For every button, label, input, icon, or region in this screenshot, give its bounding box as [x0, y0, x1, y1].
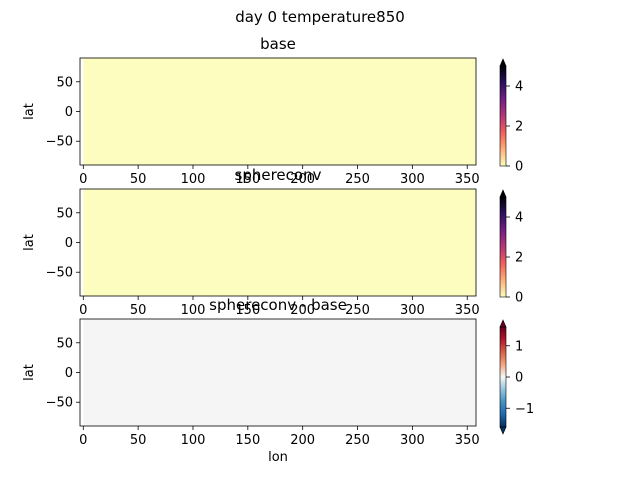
subplot-title: sphereconv - base: [209, 296, 347, 314]
x-tick-label: 350: [455, 172, 480, 187]
y-tick-label: −50: [46, 266, 73, 281]
colorbar-tick-label: 4: [515, 80, 523, 95]
y-tick-label: 50: [56, 206, 73, 221]
colorbar: [500, 197, 506, 297]
subplot-2: 0 50 100 150 200 250 300 350500−50latsphereconv…: [22, 166, 523, 318]
x-tick-label: 100: [181, 172, 206, 187]
x-tick-label: 100: [181, 433, 206, 448]
colorbar-extend-max: [499, 58, 507, 67]
subplot-3: 0 50 100 150 200 250 300 350500−50latlonspherec…: [22, 296, 534, 465]
x-tick-label: 200: [290, 303, 315, 318]
colorbar-tick-label: 4: [515, 211, 523, 226]
y-tick-label: −50: [46, 396, 73, 411]
x-tick-label: 250: [345, 303, 370, 318]
x-tick-label: 300: [400, 172, 425, 187]
y-axis-label: lat: [22, 103, 37, 120]
y-tick-label: 50: [56, 336, 73, 351]
x-tick-label: 350: [455, 433, 480, 448]
colorbar-tick-label: 1: [515, 339, 523, 354]
heatmap-field: [83, 319, 476, 426]
colorbar-frame: [499, 196, 507, 298]
colorbar-tick-label: 2: [515, 251, 523, 266]
colorbar-frame: [499, 65, 507, 167]
y-tick-label: 0: [65, 366, 73, 381]
x-tick-label: 50: [130, 172, 147, 187]
x-tick-label: 0: [79, 433, 87, 448]
subplot-title: sphereconv: [235, 166, 322, 184]
figure-title: day 0 temperature850: [235, 8, 405, 26]
x-tick-label: 200: [290, 433, 315, 448]
x-tick-label: 50: [130, 303, 147, 318]
x-tick-label: 0: [79, 172, 87, 187]
colorbar: [500, 66, 506, 166]
heatmap-field: [83, 58, 476, 165]
x-tick-label: 300: [400, 303, 425, 318]
colorbar-extend-min: [499, 426, 507, 435]
y-tick-label: 0: [65, 105, 73, 120]
x-tick-label: 150: [235, 172, 260, 187]
x-axis-label: lon: [268, 450, 288, 465]
y-axis-label: lat: [22, 234, 37, 251]
colorbar-extend-max: [499, 189, 507, 198]
x-tick-label: 50: [130, 433, 147, 448]
colorbar-tick-label: 2: [515, 120, 523, 135]
y-tick-label: 0: [65, 236, 73, 251]
subplot-1: 0 50 100 150 200 250 300 350 50 0 −50 lat base 0 2 4: [22, 35, 523, 187]
x-tick-label: 250: [345, 433, 370, 448]
colorbar-tick-label: 0: [515, 291, 523, 306]
colorbar-tick-label: 0: [515, 160, 523, 175]
colorbar: [500, 327, 506, 427]
x-tick-label: 150: [235, 433, 260, 448]
colorbar-extend-max: [499, 319, 507, 328]
colorbar-tick-label: 0: [515, 371, 523, 386]
y-tick-label: 50: [56, 75, 73, 90]
x-tick-label: 150: [235, 303, 260, 318]
heatmap-field: [83, 189, 476, 296]
y-axis-label: lat: [22, 364, 37, 381]
x-tick-label: 0: [79, 303, 87, 318]
colorbar-tick-label: −1: [515, 402, 534, 417]
y-tick-label: −50: [46, 135, 73, 150]
x-tick-label: 100: [181, 303, 206, 318]
x-tick-label: 200: [290, 172, 315, 187]
subplot-title: base: [260, 35, 296, 53]
x-tick-label: 250: [345, 172, 370, 187]
x-tick-label: 350: [455, 303, 480, 318]
x-tick-label: 300: [400, 433, 425, 448]
